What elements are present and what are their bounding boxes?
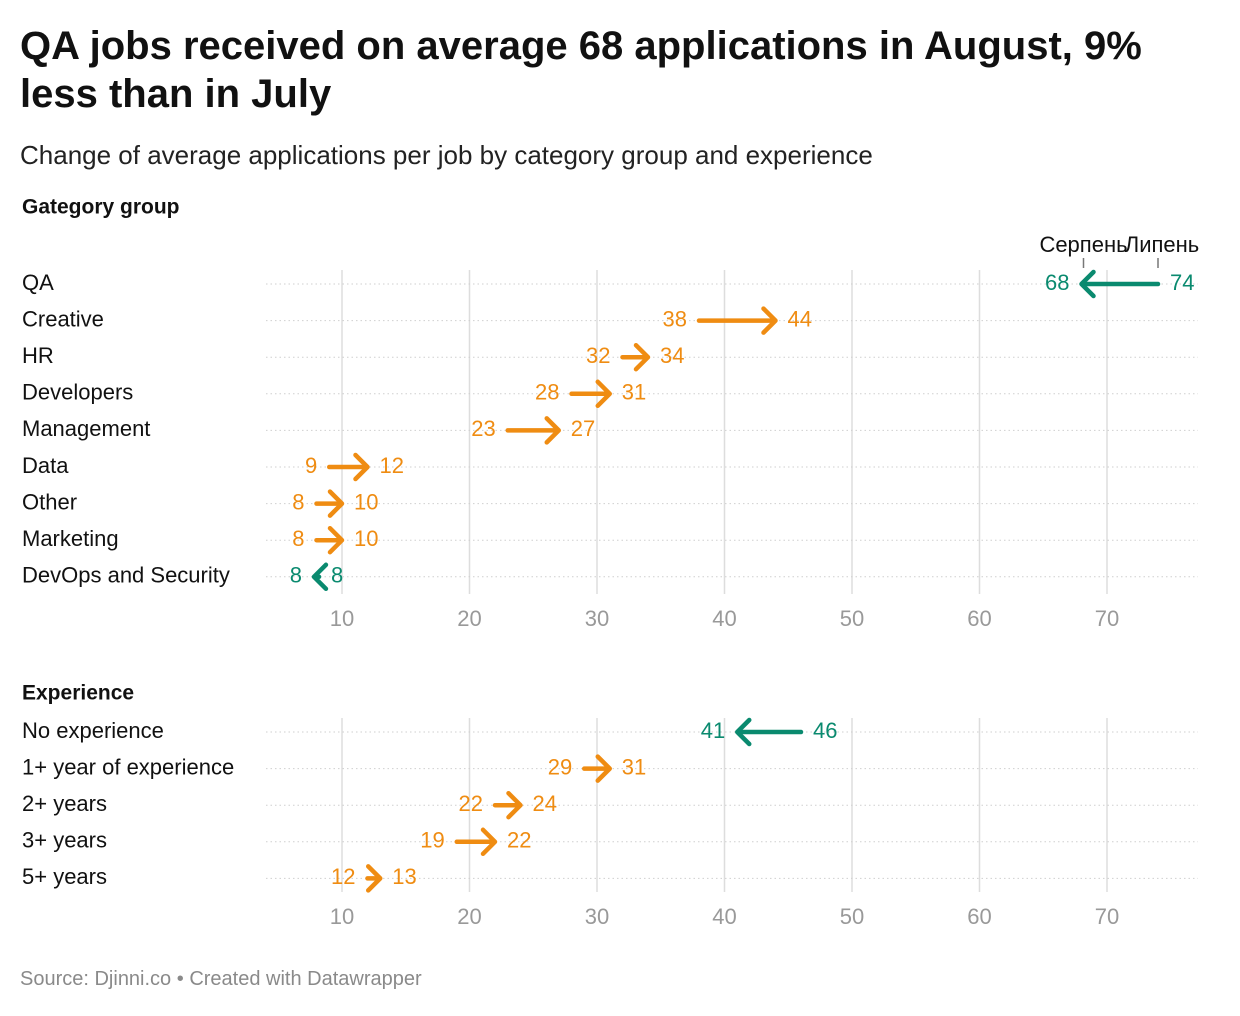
- s1-x-tick-label: 10: [330, 606, 354, 631]
- s2-value-label-left: 19: [420, 828, 444, 853]
- s2-value-label-right: 13: [392, 864, 416, 889]
- chart-subtitle: Change of average applications per job b…: [20, 140, 873, 170]
- s1-arrow-head: [1079, 269, 1096, 299]
- s1-section-title: Gategory group: [22, 196, 180, 219]
- s2-x-tick-label: 60: [967, 904, 991, 929]
- s1-row-label: Creative: [22, 306, 104, 331]
- s1-value-label-left: 8: [292, 526, 304, 551]
- s1-arrow-head: [327, 525, 345, 555]
- s2-value-label-right: 46: [813, 718, 837, 743]
- s2-value-label-left: 12: [331, 864, 355, 889]
- s1-row-label: Data: [22, 453, 69, 478]
- s1-arrow-head: [327, 489, 345, 518]
- s1-value-label-left: 28: [535, 380, 559, 405]
- s1-value-label-left: 8: [290, 563, 302, 588]
- s1-row-label: Marketing: [22, 526, 119, 551]
- s1-x-tick-label: 20: [457, 606, 481, 631]
- s2-x-tick-label: 20: [457, 904, 481, 929]
- s2-row-label: 2+ years: [22, 791, 107, 816]
- s1-value-label-right: 10: [354, 489, 378, 514]
- s2-value-label-right: 24: [533, 791, 557, 816]
- s1-value-label-right: 10: [354, 526, 378, 551]
- s2-value-label-left: 22: [459, 791, 483, 816]
- s2-x-tick-label: 70: [1095, 904, 1119, 929]
- credit-text: Created with Datawrapper: [189, 968, 422, 990]
- s2-arrow-head: [366, 864, 383, 893]
- s1-value-label-left: 23: [471, 416, 495, 441]
- s2-row-label: 3+ years: [22, 828, 107, 853]
- s2-value-label-right: 22: [507, 828, 531, 853]
- s2-arrow-head: [735, 717, 752, 747]
- source-text: Source: Djinni.co: [20, 968, 172, 990]
- s2-row-label: 5+ years: [22, 864, 107, 889]
- s1-arrow-head: [761, 306, 778, 335]
- s1-x-tick-label: 70: [1095, 606, 1119, 631]
- s1-value-label-right: 74: [1170, 270, 1194, 295]
- s1-arrow-head: [633, 342, 651, 372]
- s2-x-tick-label: 50: [840, 904, 864, 929]
- s1-value-label-right: 31: [622, 380, 646, 405]
- s1-value-label-left: 68: [1045, 270, 1069, 295]
- s1-arrow-head: [595, 379, 612, 409]
- s1-arrow-head: [311, 562, 329, 592]
- s1-x-tick-label: 40: [712, 606, 736, 631]
- s2-row-label: No experience: [22, 718, 164, 743]
- s2-row-label: 1+ year of experience: [22, 754, 234, 779]
- s1-value-label-left: 8: [292, 489, 304, 514]
- footer-separator: •: [176, 968, 184, 990]
- s1-row-label: HR: [22, 343, 54, 368]
- s1-value-label-right: 34: [660, 343, 684, 368]
- s1-x-tick-label: 60: [967, 606, 991, 631]
- s2-arrow-head: [595, 754, 612, 783]
- s1-x-tick-label: 30: [585, 606, 609, 631]
- s1-row-label: Developers: [22, 380, 133, 405]
- footer: Source: Djinni.co • Created with Datawra…: [20, 968, 422, 991]
- s2-arrow-head: [506, 790, 523, 820]
- s1-row-label: Management: [22, 416, 150, 441]
- s2-x-tick-label: 30: [585, 904, 609, 929]
- s2-section-title: Experience: [22, 682, 134, 705]
- s1-arrow-head: [544, 416, 561, 445]
- s1-value-label-left: 32: [586, 343, 610, 368]
- s1-value-label-right: 8: [331, 563, 343, 588]
- s1-value-label-right: 12: [380, 453, 404, 478]
- s2-x-tick-label: 10: [330, 904, 354, 929]
- legend-from-label: Липень: [1125, 232, 1200, 257]
- s1-value-label-right: 27: [571, 416, 595, 441]
- s1-value-label-right: 44: [788, 306, 812, 331]
- s2-arrow-head: [480, 827, 498, 857]
- chart-title: QA jobs received on average 68 applicati…: [20, 24, 1142, 116]
- s1-row-label: DevOps and Security: [22, 563, 230, 588]
- s1-x-tick-label: 50: [840, 606, 864, 631]
- s2-value-label-left: 29: [548, 754, 572, 779]
- s1-row-label: Other: [22, 489, 77, 514]
- s1-value-label-left: 38: [663, 306, 687, 331]
- s1-arrow-head: [353, 452, 370, 482]
- s2-x-tick-label: 40: [712, 904, 736, 929]
- s2-value-label-right: 31: [622, 754, 646, 779]
- s1-row-label: QA: [22, 270, 54, 295]
- legend-to-label: Серпень: [1039, 232, 1127, 257]
- s1-value-label-left: 9: [305, 453, 317, 478]
- s2-value-label-left: 41: [701, 718, 725, 743]
